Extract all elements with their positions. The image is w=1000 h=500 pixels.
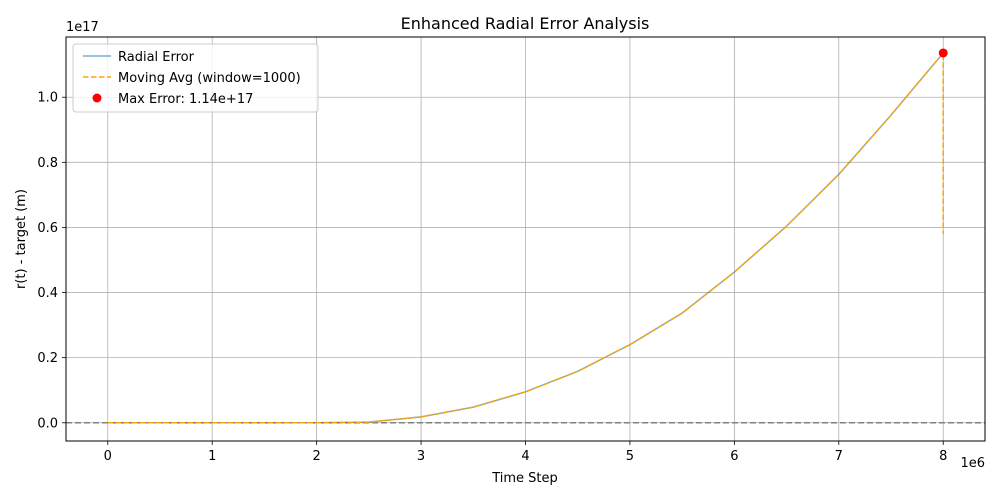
max-error-point bbox=[938, 48, 948, 58]
x-tick-label: 4 bbox=[521, 449, 529, 464]
legend-label-max-error: Max Error: 1.14e+17 bbox=[118, 92, 253, 107]
legend: Radial Error Moving Avg (window=1000) Ma… bbox=[72, 43, 319, 113]
y-tick-label: 0.2 bbox=[37, 351, 58, 366]
chart-title: Enhanced Radial Error Analysis bbox=[401, 14, 650, 33]
series-layer bbox=[107, 48, 948, 424]
y-tick-label: 0.0 bbox=[37, 416, 58, 431]
x-axis-offset-text: 1e6 bbox=[960, 456, 985, 471]
y-axis-ticks: 0.0 0.2 0.4 0.6 0.8 1.0 bbox=[37, 91, 66, 431]
x-tick-label: 5 bbox=[626, 449, 634, 464]
x-tick-label: 6 bbox=[730, 449, 738, 464]
moving-avg-series-line bbox=[107, 52, 944, 424]
y-tick-label: 0.6 bbox=[37, 221, 58, 236]
x-axis-label: Time Step bbox=[491, 471, 558, 486]
x-tick-label: 1 bbox=[208, 449, 216, 464]
y-axis-label: r(t) - target (m) bbox=[14, 189, 29, 289]
x-tick-label: 8 bbox=[939, 449, 947, 464]
legend-swatch-max-error bbox=[92, 93, 102, 103]
x-axis-ticks: 0 1 2 3 4 5 6 7 8 bbox=[104, 441, 947, 464]
y-tick-label: 0.4 bbox=[37, 286, 58, 301]
legend-label-moving-avg: Moving Avg (window=1000) bbox=[118, 71, 301, 86]
y-tick-label: 0.8 bbox=[37, 156, 58, 171]
y-axis-offset-text: 1e17 bbox=[66, 20, 99, 35]
x-tick-label: 3 bbox=[417, 449, 425, 464]
legend-label-radial-error: Radial Error bbox=[118, 50, 195, 65]
y-tick-label: 1.0 bbox=[37, 91, 58, 106]
x-tick-label: 7 bbox=[835, 449, 843, 464]
x-tick-label: 2 bbox=[312, 449, 320, 464]
legend-frame bbox=[72, 43, 319, 113]
x-tick-label: 0 bbox=[104, 449, 112, 464]
